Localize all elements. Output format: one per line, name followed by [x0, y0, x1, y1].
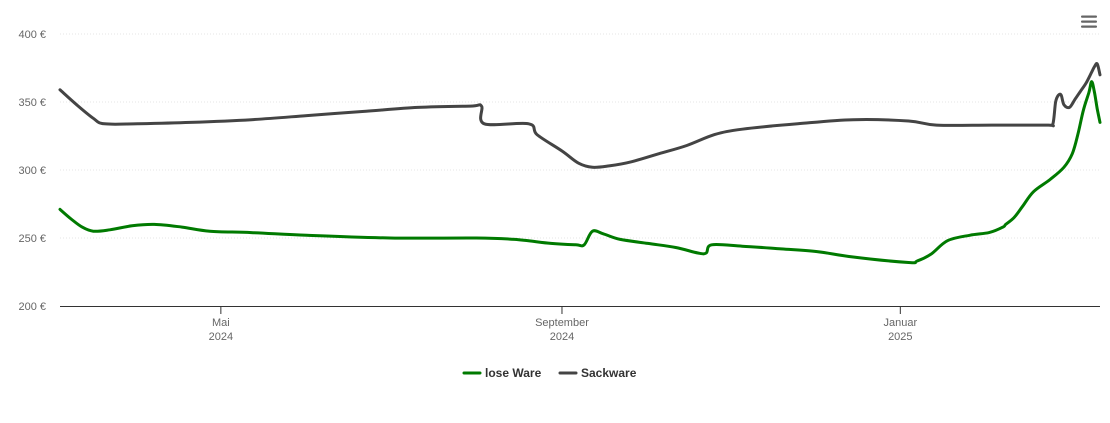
y-tick-label: 200 €	[18, 301, 46, 313]
series-line-sackware	[58, 62, 1102, 169]
y-axis: 200 € 250 € 300 € 350 € 400 €	[18, 29, 46, 313]
x-tick-label-year: 2024	[209, 331, 233, 343]
legend-item[interactable]: Sackware	[558, 366, 637, 380]
x-tick-label-month: Januar	[883, 317, 917, 329]
series-lines	[58, 62, 1102, 265]
x-tick-label-year: 2024	[550, 331, 574, 343]
grid-lines	[60, 33, 1100, 239]
y-tick-label: 300 €	[18, 165, 46, 177]
legend: lose Ware Sackware	[462, 366, 637, 380]
y-tick-label: 250 €	[18, 233, 46, 245]
x-tick-label-month: September	[535, 317, 589, 329]
x-tick-label-month: Mai	[212, 317, 230, 329]
hamburger-menu-icon	[1081, 15, 1097, 28]
series-line-lose-ware	[58, 80, 1102, 265]
chart-menu-button[interactable]	[1080, 14, 1098, 30]
y-tick-label: 400 €	[18, 29, 46, 41]
x-axis: Mai 2024 September 2024 Januar 2025	[209, 306, 917, 343]
legend-label: lose Ware	[485, 366, 542, 380]
y-tick-label: 350 €	[18, 97, 46, 109]
legend-item[interactable]: lose Ware	[462, 366, 542, 380]
x-tick-label-year: 2025	[888, 331, 912, 343]
legend-label: Sackware	[581, 366, 637, 380]
